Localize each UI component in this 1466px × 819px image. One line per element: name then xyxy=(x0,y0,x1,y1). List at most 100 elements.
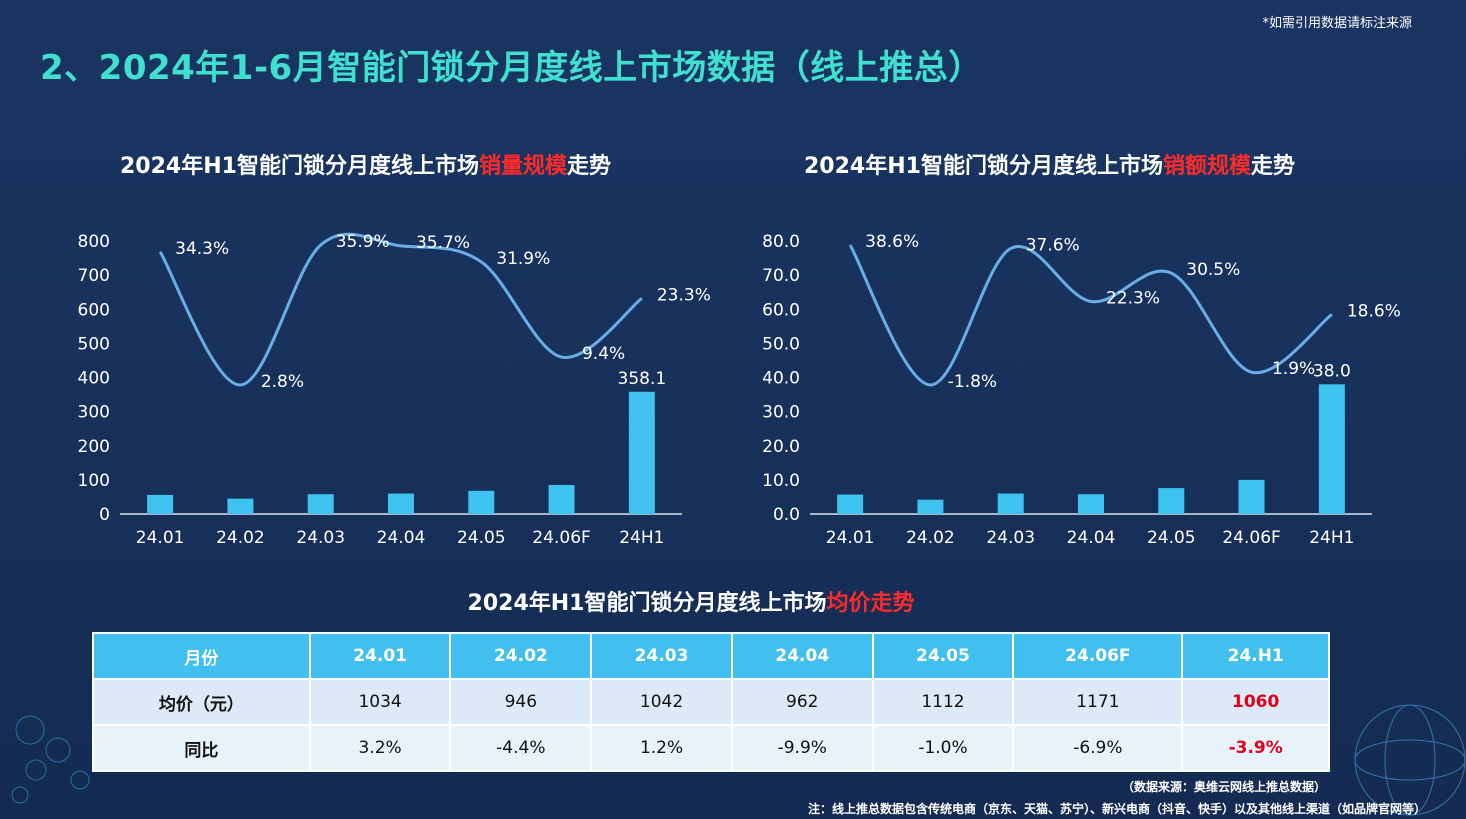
x-tick-label: 24.03 xyxy=(986,528,1035,548)
right-chart-title-suffix: 走势 xyxy=(1250,154,1295,179)
table-cell: 1034 xyxy=(308,678,452,726)
right-chart-title-main: 2024年H1智能门锁分月度线上市场 xyxy=(804,154,1163,179)
growth-label: 38.6% xyxy=(865,232,919,252)
bar xyxy=(388,493,414,514)
x-tick-label: 24H1 xyxy=(619,528,664,548)
bar xyxy=(1158,488,1185,514)
bar xyxy=(468,490,495,514)
right-chart-title-highlight: 销额规模 xyxy=(1162,154,1251,179)
growth-label: 34.3% xyxy=(175,239,229,259)
right-chart-title: 2024年H1智能门锁分月度线上市场销额规模走势 xyxy=(804,148,1295,180)
x-tick-label: 24.05 xyxy=(1147,528,1196,548)
left-chart-title-highlight: 销量规模 xyxy=(478,154,567,179)
table-cell: 1171 xyxy=(1012,678,1184,726)
y-tick-label: 50.0 xyxy=(762,334,800,354)
x-tick-label: 24.04 xyxy=(377,528,426,548)
row-label: 均价（元） xyxy=(92,678,311,726)
table-title: 2024年H1智能门锁分月度线上市场均价走势 xyxy=(0,585,1382,617)
table-cell: -4.4% xyxy=(449,724,593,772)
y-tick-label: 10.0 xyxy=(762,471,800,491)
growth-label: 18.6% xyxy=(1347,301,1400,321)
growth-label: -1.8% xyxy=(948,372,997,392)
sales-revenue-chart: 80.0 70.0 60.0 50.0 40.0 30.0 20.0 10.0 0.0 38.0 2… xyxy=(762,232,1400,548)
bar xyxy=(548,484,575,514)
y-tick-label: 700 xyxy=(78,266,110,286)
y-tick-label: 0.0 xyxy=(773,505,800,525)
table-header-row: 月份 24.01 24.02 24.03 24.04 24.05 24.06F … xyxy=(92,632,1330,680)
header-cell: 24.05 xyxy=(871,632,1015,680)
left-chart-title: 2024年H1智能门锁分月度线上市场销量规模走势 xyxy=(120,148,611,180)
table-cell-highlight: 1060 xyxy=(1181,678,1330,726)
bar xyxy=(837,494,864,514)
sales-volume-chart: 800 700 600 500 400 300 200 100 0 358.1 24.01 24.02… xyxy=(78,232,710,548)
growth-label: 37.6% xyxy=(1026,235,1080,255)
globe-decoration-right xyxy=(1354,704,1466,816)
y-tick-label: 30.0 xyxy=(762,403,800,423)
growth-line xyxy=(158,232,643,387)
x-tick-label: 24H1 xyxy=(1309,528,1354,548)
table-cell: -6.9% xyxy=(1012,724,1184,772)
x-tick-label: 24.03 xyxy=(296,528,345,548)
bar-value-label: 358.1 xyxy=(618,369,667,389)
bar xyxy=(227,498,254,514)
growth-line xyxy=(848,244,1333,387)
average-price-table: 月份 24.01 24.02 24.03 24.04 24.05 24.06F … xyxy=(92,632,1330,772)
growth-label: 30.5% xyxy=(1186,260,1240,280)
y-tick-label: 800 xyxy=(78,232,110,252)
tech-decoration-left xyxy=(11,715,90,804)
table-row: 同比 3.2% -4.4% 1.2% -9.9% -1.0% -6.9% -3.… xyxy=(92,724,1330,772)
y-tick-label: 600 xyxy=(78,300,110,320)
table-cell: 962 xyxy=(730,678,874,726)
y-tick-label: 0 xyxy=(99,505,110,525)
left-chart-title-main: 2024年H1智能门锁分月度线上市场 xyxy=(120,154,479,179)
y-tick-label: 300 xyxy=(78,403,110,423)
growth-label: 35.9% xyxy=(336,232,390,252)
x-tick-label: 24.01 xyxy=(826,528,875,548)
table-cell: -1.0% xyxy=(871,724,1015,772)
citation-note: *如需引用数据请标注来源 xyxy=(1262,16,1412,31)
header-cell: 月份 xyxy=(92,632,311,680)
header-cell: 24.06F xyxy=(1012,632,1184,680)
bar-value-label: 38.0 xyxy=(1313,361,1351,381)
header-cell: 24.03 xyxy=(590,632,733,680)
x-tick-label: 24.04 xyxy=(1067,528,1116,548)
growth-label: 35.7% xyxy=(416,233,470,253)
table-cell: 3.2% xyxy=(308,724,452,772)
x-tick-label: 24.05 xyxy=(457,528,506,548)
table-title-main: 2024年H1智能门锁分月度线上市场 xyxy=(467,591,827,616)
table-cell: 946 xyxy=(449,678,593,726)
growth-label: 23.3% xyxy=(657,285,710,305)
header-cell: 24.04 xyxy=(730,632,874,680)
header-cell: 24.01 xyxy=(308,632,452,680)
table-title-highlight: 均价走势 xyxy=(826,591,915,616)
left-chart-title-suffix: 走势 xyxy=(566,154,611,179)
growth-label: 31.9% xyxy=(496,249,550,269)
table-row: 均价（元） 1034 946 1042 962 1112 1171 1060 xyxy=(92,678,1330,726)
table-cell: 1042 xyxy=(590,678,733,726)
y-tick-label: 70.0 xyxy=(762,266,800,286)
x-tick-label: 24.06F xyxy=(532,528,590,548)
bar xyxy=(917,499,944,514)
x-tick-label: 24.01 xyxy=(136,528,185,548)
footnote: 注：线上推总数据包含传统电商（京东、天猫、苏宁）、新兴电商（抖音、快手）以及其他… xyxy=(807,802,1426,816)
y-tick-label: 200 xyxy=(78,437,110,457)
y-tick-label: 60.0 xyxy=(762,300,800,320)
bar xyxy=(997,493,1024,514)
table-cell: -9.9% xyxy=(730,724,874,772)
table-cell: 1.2% xyxy=(590,724,733,772)
bar xyxy=(147,494,174,514)
y-tick-label: 20.0 xyxy=(762,437,800,457)
bar xyxy=(1078,494,1104,514)
growth-label: 9.4% xyxy=(582,344,625,364)
data-source: （数据来源：奥维云网线上推总数据） xyxy=(1121,780,1326,794)
table-cell-highlight: -3.9% xyxy=(1181,724,1330,772)
y-tick-label: 100 xyxy=(78,471,110,491)
growth-label: 2.8% xyxy=(261,372,304,392)
bar xyxy=(1318,384,1345,514)
x-tick-label: 24.02 xyxy=(906,528,955,548)
bar xyxy=(628,391,655,514)
x-tick-label: 24.02 xyxy=(216,528,265,548)
header-cell: 24.H1 xyxy=(1181,632,1330,680)
bar xyxy=(1238,479,1265,514)
growth-label: 1.9% xyxy=(1272,359,1315,379)
